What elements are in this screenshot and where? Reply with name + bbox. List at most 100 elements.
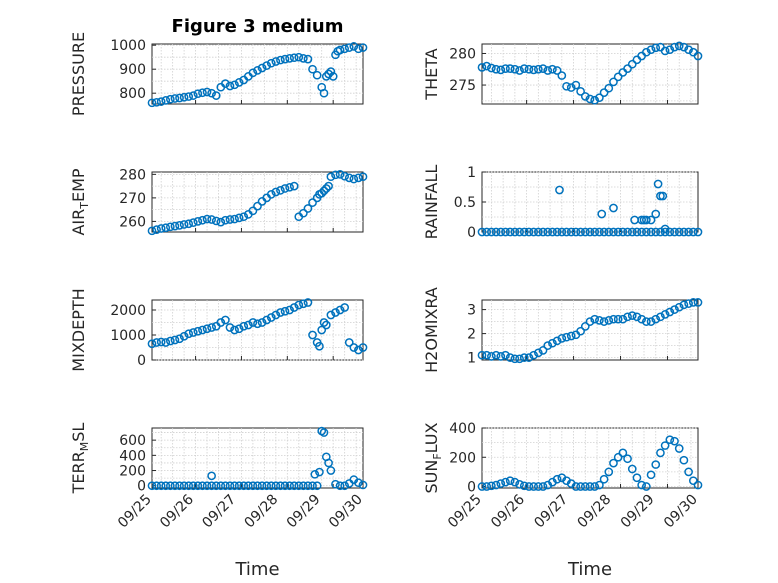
- data-point: [552, 66, 562, 75]
- data-point: [221, 215, 230, 225]
- data-point: [533, 227, 543, 237]
- data-point: [566, 227, 576, 237]
- plot-area: [151, 427, 364, 489]
- data-point: [276, 186, 285, 195]
- data-point: [161, 223, 171, 233]
- data-point: [299, 54, 308, 63]
- data-point: [248, 68, 258, 78]
- data-point: [679, 455, 689, 465]
- data-point: [482, 482, 492, 491]
- data-point: [571, 227, 581, 237]
- data-point: [604, 316, 614, 325]
- data-point: [221, 315, 230, 325]
- subplot-8: 0 200 400 09/25 09/26 09/27 09/28 09/29 09/30 SUN…: [422, 421, 703, 580]
- data-point: [548, 338, 557, 348]
- data-point: [354, 44, 363, 54]
- data-point: [693, 227, 703, 237]
- x-axis-label: Time: [234, 559, 279, 580]
- data-point: [202, 481, 212, 491]
- y-tick-label: 0: [467, 225, 476, 241]
- y-tick-label: 800: [119, 86, 146, 102]
- data-point: [303, 481, 313, 491]
- data-point: [613, 72, 623, 82]
- data-point: [221, 79, 230, 88]
- data-point: [225, 81, 235, 91]
- data-point: [604, 467, 614, 477]
- data-point: [262, 315, 272, 325]
- data-point: [524, 227, 534, 237]
- x-tick-label: 09/27: [531, 492, 571, 532]
- data-point: [170, 94, 180, 103]
- data-point: [510, 64, 520, 74]
- y-tick-label: 600: [119, 433, 146, 449]
- data-point: [576, 326, 585, 336]
- data-point: [310, 469, 320, 479]
- data-point: [198, 215, 207, 225]
- data-point: [505, 227, 515, 237]
- data-point: [613, 227, 623, 237]
- data-point: [225, 323, 235, 332]
- data-point: [340, 171, 350, 181]
- data-point: [193, 89, 203, 99]
- data-point: [651, 43, 661, 53]
- data-point: [319, 428, 329, 437]
- data-point: [623, 312, 632, 322]
- subplot-4: 0 0.5 1 RAINFALL: [422, 165, 703, 241]
- data-point: [207, 88, 216, 98]
- data-point: [216, 318, 226, 327]
- data-point: [230, 214, 239, 224]
- data-point: [482, 61, 492, 71]
- data-point: [585, 482, 595, 491]
- data-point: [230, 481, 239, 491]
- data-point: [660, 224, 670, 234]
- data-point: [555, 185, 564, 195]
- data-point: [623, 454, 632, 464]
- data-point: [548, 227, 557, 237]
- data-point: [510, 477, 520, 487]
- data-point: [253, 66, 262, 75]
- plot-area: [481, 299, 699, 361]
- y-axis-label: THETA: [422, 48, 441, 100]
- data-point: [207, 481, 216, 491]
- data-point: [354, 345, 363, 355]
- data-point: [590, 95, 600, 105]
- x-tick-label: 09/27: [199, 492, 239, 532]
- data-point: [165, 222, 175, 232]
- data-point: [184, 329, 194, 339]
- data-point: [328, 72, 338, 81]
- data-point: [321, 184, 331, 193]
- x-tick-label: 09/30: [661, 492, 701, 532]
- data-point: [590, 314, 600, 324]
- data-point: [289, 181, 299, 191]
- data-point: [552, 474, 562, 484]
- data-point: [670, 227, 679, 237]
- data-point: [618, 314, 628, 324]
- data-point: [505, 64, 515, 73]
- data-point: [257, 63, 267, 73]
- data-point: [595, 480, 604, 490]
- data-point: [308, 64, 317, 74]
- data-point: [519, 227, 529, 237]
- data-point: [239, 321, 249, 331]
- data-point: [253, 319, 262, 329]
- data-point: [496, 352, 506, 361]
- data-point: [510, 227, 520, 237]
- data-point: [170, 221, 180, 231]
- data-point: [331, 479, 340, 489]
- data-point: [326, 310, 336, 320]
- data-point: [656, 448, 665, 458]
- x-tick-label: 09/26: [157, 491, 197, 531]
- data-point: [170, 481, 180, 491]
- data-point: [152, 481, 161, 491]
- y-tick-label: 280: [119, 167, 146, 183]
- data-point: [308, 198, 317, 207]
- data-point: [604, 83, 614, 93]
- data-point: [188, 218, 198, 227]
- data-point: [580, 227, 590, 237]
- data-point: [538, 64, 548, 73]
- y-axis-label: SUNFLUX: [422, 422, 444, 493]
- data-point: [656, 312, 665, 322]
- data-point: [519, 481, 529, 491]
- data-point: [590, 482, 600, 491]
- data-point: [609, 458, 618, 468]
